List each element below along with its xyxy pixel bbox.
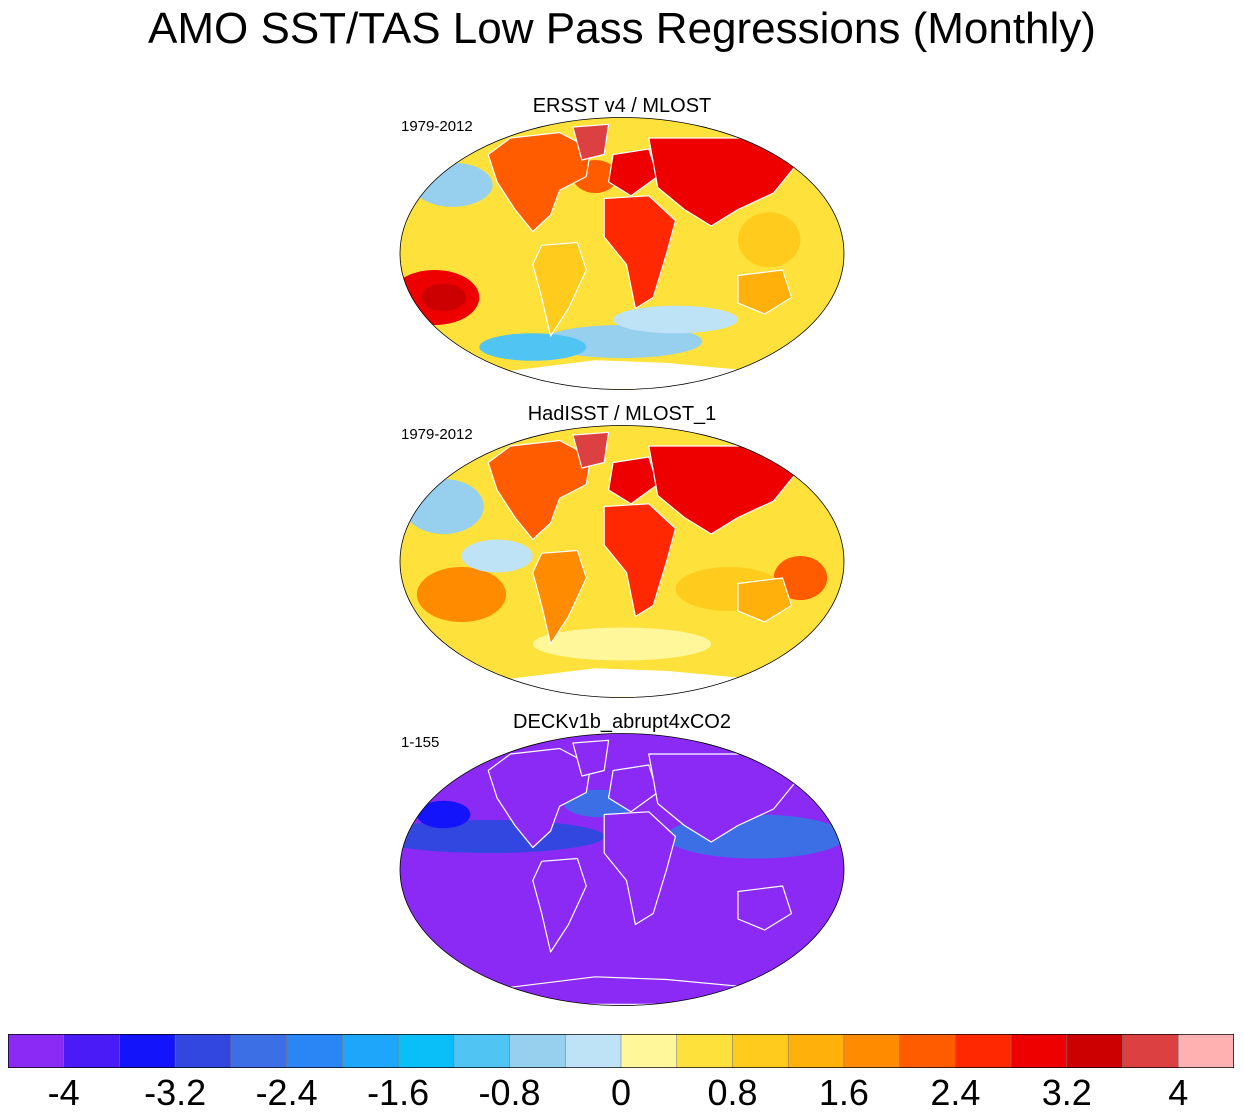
colorbar-box (453, 1034, 511, 1068)
colorbar-label: 4 (1168, 1072, 1189, 1113)
colorbar-box (342, 1034, 399, 1068)
colorbar-label: 0 (610, 1072, 632, 1113)
south-america-outline (532, 549, 587, 645)
colorbar-box (732, 1034, 789, 1068)
panel-2-title: HadISST / MLOST_1 (527, 403, 717, 425)
panel-3-title: DECKv1b_abrupt4xCO2 (513, 711, 731, 733)
colorbar-box (63, 1034, 121, 1068)
panel-1-map (399, 117, 845, 390)
anomaly-region (461, 539, 533, 573)
africa-outline (603, 811, 677, 926)
europe-outline (608, 148, 659, 197)
colorbar-box (1066, 1034, 1124, 1068)
colorbar-box (676, 1034, 734, 1068)
colorbar-box (286, 1034, 343, 1068)
anomaly-region (412, 162, 493, 207)
colorbar-label: 3.2 (1041, 1072, 1092, 1113)
anomaly-region (416, 567, 507, 622)
anomaly-region (416, 800, 471, 829)
colorbar (8, 1034, 1234, 1068)
colorbar-box (509, 1034, 566, 1068)
colorbar-box (620, 1034, 678, 1068)
panel-2-period: 1979-2012 (401, 426, 473, 443)
colorbar-label: -4 (47, 1072, 80, 1113)
colorbar-label: 1.6 (818, 1072, 869, 1113)
europe-outline (608, 456, 659, 505)
greenland-outline (572, 739, 610, 777)
colorbar-box (230, 1034, 288, 1068)
greenland-outline (572, 123, 610, 161)
colorbar-box (1010, 1034, 1068, 1068)
africa-outline (603, 195, 677, 310)
map-border (399, 733, 845, 1006)
colorbar-box (174, 1034, 232, 1068)
colorbar-box (899, 1034, 956, 1068)
colorbar-label: 0.8 (707, 1072, 758, 1113)
colorbar-box (787, 1034, 845, 1068)
colorbar-label: 2.4 (930, 1072, 981, 1113)
africa-outline (603, 503, 677, 618)
figure-title: AMO SST/TAS Low Pass Regressions (Monthl… (148, 4, 1096, 53)
colorbar-box (843, 1034, 901, 1068)
south-america-outline (532, 857, 587, 953)
anomaly-region (737, 212, 801, 268)
panel-1-title: ERSST v4 / MLOST (532, 95, 712, 117)
colorbar-box (955, 1034, 1012, 1068)
south-america-outline (532, 241, 587, 337)
anomaly-region (479, 333, 587, 361)
panel-3-map (399, 733, 845, 1006)
colorbar-label: -2.4 (255, 1072, 318, 1113)
australia-outline (737, 269, 793, 315)
map-border (399, 425, 845, 698)
panel-1-period: 1979-2012 (401, 118, 473, 135)
greenland-outline (572, 431, 610, 469)
colorbar-label: -1.6 (367, 1072, 430, 1113)
colorbar-label: -0.8 (478, 1072, 541, 1113)
australia-outline (737, 885, 793, 931)
anomaly-region (421, 283, 466, 312)
anomaly-region (532, 627, 712, 661)
colorbar-box (8, 1034, 65, 1068)
colorbar-box (1122, 1034, 1179, 1068)
colorbar-box (1177, 1034, 1234, 1068)
colorbar-box (564, 1034, 622, 1068)
australia-outline (737, 577, 793, 623)
colorbar-label: -3.2 (144, 1072, 207, 1113)
colorbar-box (119, 1034, 176, 1068)
europe-outline (608, 764, 659, 813)
anomaly-region (613, 305, 738, 334)
anomaly-region (773, 556, 828, 600)
panel-3-period: 1-155 (401, 734, 440, 751)
anomaly-region (403, 479, 484, 534)
map-border (399, 117, 845, 390)
panel-2-map (399, 425, 845, 698)
colorbar-box (397, 1034, 455, 1068)
